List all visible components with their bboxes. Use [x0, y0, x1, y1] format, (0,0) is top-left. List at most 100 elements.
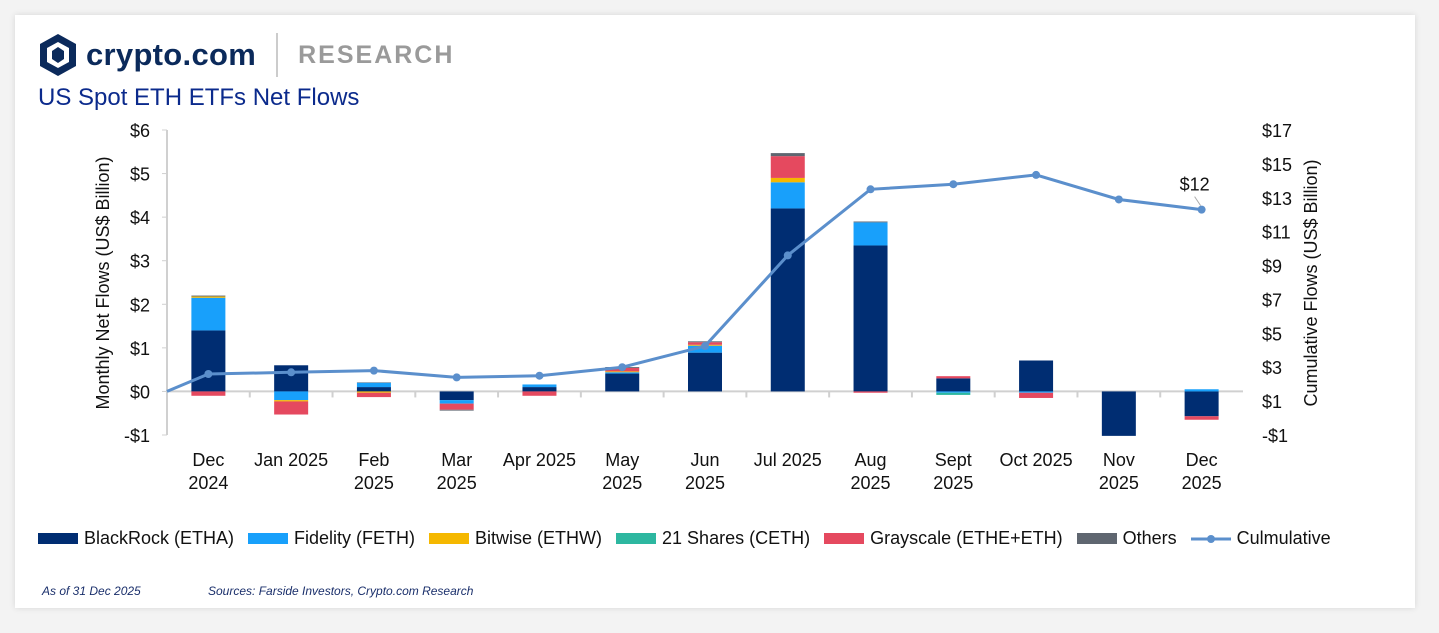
- bar-segment: [1019, 360, 1054, 392]
- cumulative-point: [369, 366, 378, 375]
- bar-segment: [439, 391, 474, 401]
- legend-label: Others: [1122, 528, 1177, 548]
- x-tick-label: 2025: [1099, 473, 1139, 493]
- bar-segment: [1019, 392, 1054, 398]
- legend: BlackRock (ETHA) Fidelity (FETH) Bitwise (…: [38, 528, 1331, 549]
- data-label-leader: [1194, 196, 1202, 206]
- chart-title: US Spot ETH ETFs Net Flows: [38, 84, 360, 111]
- x-tick-label: Feb: [358, 450, 389, 470]
- y2-tick-label: $15: [1262, 155, 1292, 175]
- bar-segment: [770, 208, 805, 392]
- bar-segment: [191, 391, 226, 396]
- bar-segment: [1184, 389, 1219, 392]
- y2-tick-label: $17: [1262, 121, 1292, 141]
- legend-item: Bitwise (ETHW): [429, 528, 602, 549]
- bar-segment: [439, 400, 474, 404]
- bar-segment: [936, 392, 971, 395]
- x-tick-label: May: [605, 450, 639, 470]
- bar-segment: [356, 382, 391, 388]
- y2-tick-label: $3: [1262, 358, 1282, 378]
- bar-segment: [522, 387, 557, 392]
- bar-segment: [936, 376, 971, 379]
- bar-segment: [1184, 391, 1219, 417]
- legend-swatch: [616, 533, 657, 544]
- cumulative-point: [618, 363, 627, 372]
- bar-segment: [1101, 391, 1136, 436]
- legend-label: BlackRock (ETHA): [84, 528, 235, 548]
- cumulative-point: [1197, 205, 1206, 214]
- x-tick-label: Nov: [1103, 450, 1135, 470]
- x-tick-label: Apr 2025: [503, 450, 576, 470]
- bar-segment: [936, 391, 971, 393]
- y2-tick-label: $13: [1262, 189, 1292, 209]
- bar-segment: [274, 400, 309, 402]
- legend-line-swatch: [1190, 534, 1231, 543]
- x-tick-label: 2024: [188, 473, 228, 493]
- y2-tick-label: $11: [1262, 223, 1291, 243]
- legend-label: Bitwise (ETHW): [475, 528, 603, 548]
- y-tick-label: $2: [130, 295, 150, 315]
- x-tick-label: 2025: [437, 473, 477, 493]
- bar-segment: [1019, 391, 1054, 393]
- legend-label: Grayscale (ETHE+ETH): [870, 528, 1063, 548]
- legend-swatch: [824, 533, 865, 544]
- bar-segment: [522, 391, 557, 396]
- legend-item: Grayscale (ETHE+ETH): [824, 528, 1063, 549]
- x-tick-label: Dec: [1186, 450, 1218, 470]
- chart-card: [15, 15, 1415, 608]
- y2-tick-label: -$1: [1262, 426, 1288, 446]
- cumulative-point: [204, 370, 213, 378]
- y2-tick-label: $7: [1262, 290, 1282, 310]
- sources-note: Sources: Farside Investors, Crypto.com R…: [208, 584, 474, 598]
- x-tick-label: 2025: [851, 473, 891, 493]
- bar-segment: [522, 384, 557, 388]
- legend-swatch: [429, 533, 470, 544]
- x-tick-label: 2025: [354, 473, 394, 493]
- logo: crypto.com RESEARCH: [38, 33, 454, 77]
- bar-segment: [356, 391, 391, 393]
- legend-label: Fidelity (FETH): [294, 528, 416, 548]
- cumulative-last-label: $12: [1180, 175, 1210, 195]
- legend-item: Fidelity (FETH): [248, 528, 415, 549]
- legend-label: 21 Shares (CETH): [662, 528, 811, 548]
- legend-swatch: [1076, 533, 1117, 544]
- x-tick-label: Jun: [690, 450, 719, 470]
- bar-segment: [853, 221, 888, 223]
- y-tick-label: $4: [130, 208, 150, 228]
- bar-segment: [770, 156, 805, 178]
- y-tick-label: $1: [130, 339, 150, 359]
- bar-segment: [191, 330, 226, 392]
- y-axis-label: Monthly Net Flows (US$ Billion): [93, 156, 113, 409]
- bar-segment: [191, 296, 226, 298]
- bar-segment: [688, 341, 722, 343]
- bar-segment: [605, 372, 640, 374]
- bar-segment: [274, 401, 309, 415]
- legend-item: Others: [1076, 528, 1177, 549]
- x-tick-label: Jul 2025: [754, 450, 822, 470]
- cumulative-point: [287, 368, 296, 377]
- y2-tick-label: $1: [1262, 392, 1282, 412]
- y-tick-label: $5: [130, 165, 150, 185]
- bar-segment: [770, 153, 805, 157]
- legend-item: Culmulative: [1190, 528, 1331, 549]
- as-of-note: As of 31 Dec 2025: [42, 584, 141, 598]
- legend-item: 21 Shares (CETH): [616, 528, 810, 549]
- section-label: RESEARCH: [298, 40, 455, 69]
- cumulative-point: [1114, 195, 1123, 204]
- x-tick-label: 2025: [933, 473, 973, 493]
- bar-segment: [605, 371, 640, 373]
- y-tick-label: -$1: [124, 426, 150, 446]
- bar-segment: [191, 295, 226, 297]
- divider: [276, 33, 279, 77]
- y2-axis-label: Cumulative Flows (US$ Billion): [1301, 159, 1321, 406]
- bar-segment: [853, 222, 888, 246]
- crypto-com-logo-icon: [40, 34, 76, 76]
- legend-swatch: [248, 533, 289, 544]
- bar-segment: [936, 378, 971, 392]
- y2-tick-label: $9: [1262, 257, 1282, 277]
- x-tick-label: Aug: [855, 450, 887, 470]
- brand-name: crypto.com: [86, 37, 257, 72]
- bar-segment: [853, 245, 888, 392]
- bar-segment: [356, 392, 391, 398]
- cumulative-point: [866, 185, 875, 194]
